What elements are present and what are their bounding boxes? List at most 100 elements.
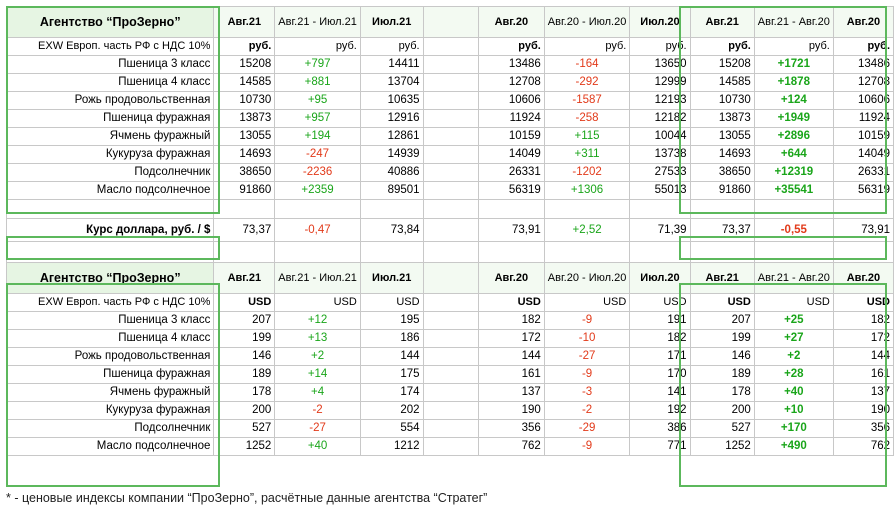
commodity-label: Масло подсолнечное [5,181,215,200]
rate-value: 71,39 [629,218,691,242]
price-value: 91860 [213,181,276,200]
price-value: 26331 [477,163,545,182]
column-header: Авг.20 [477,6,545,38]
data-row: Кукуруза фуражная 200 -2 202 190 -2 192 200 +10 1… [5,401,894,420]
column-header: Авг.20 - Июл.20 [543,262,631,294]
price-value: 38650 [689,163,755,182]
price-value: 13738 [629,145,691,164]
change-value: -2 [274,401,361,420]
change-value: -247 [274,145,361,164]
column-header: Июл.20 [629,6,691,38]
empty-cell [753,241,834,263]
change-value: +12319 [753,163,834,182]
price-value: 14585 [213,73,276,92]
price-value: 178 [213,383,276,402]
spacer-cell [422,437,479,456]
price-value: 13873 [689,109,755,128]
commodity-label: Рожь продовольственная [5,91,215,110]
change-value: -2236 [274,163,361,182]
commodity-label: Пшеница 3 класс [5,55,215,74]
section-title: Агентство “ПроЗерно” [5,6,215,38]
change-value: +124 [753,91,834,110]
price-value: 137 [477,383,545,402]
rate-value: 73,37 [213,218,276,242]
change-value: +311 [543,145,631,164]
column-header: Авг.21 - Авг.20 [753,6,834,38]
price-value: 146 [213,347,276,366]
price-value: 182 [629,329,691,348]
column-header: Июл.20 [629,262,691,294]
column-header: Авг.21 - Авг.20 [753,262,834,294]
data-row: Подсолнечник 527 -27 554 356 -29 386 527 +170 356 [5,419,894,438]
spacer-cell [422,365,479,384]
price-value: 13873 [213,109,276,128]
price-value: 10606 [832,91,894,110]
price-value: 13055 [213,127,276,146]
empty-cell [543,199,631,219]
exchange-rate-label: Курс доллара, руб. / $ [5,218,215,242]
data-row: Рожь продовольственная 146 +2 144 144 -27 171 1… [5,347,894,366]
spacer-cell [422,127,479,146]
change-value: -27 [274,419,361,438]
price-value: 12861 [359,127,424,146]
price-value: 1252 [213,437,276,456]
data-row: Пшеница 4 класс 14585 +881 13704 12708 -292 12… [5,73,894,92]
change-value: -2 [543,401,631,420]
commodity-label: Пшеница фуражная [5,109,215,128]
change-value: +644 [753,145,834,164]
empty-cell [213,199,276,219]
empty-cell [359,241,424,263]
units-label: EXW Европ. часть РФ с НДС 10% [5,37,215,56]
unit-cell: руб. [689,37,755,56]
price-value: 189 [213,365,276,384]
spacer-cell [422,262,479,294]
change-value: +797 [274,55,361,74]
price-value: 189 [689,365,755,384]
price-value: 144 [477,347,545,366]
empty-cell [213,241,276,263]
spacer-cell [422,401,479,420]
commodity-label: Подсолнечник [5,419,215,438]
price-value: 13055 [689,127,755,146]
unit-cell: USD [274,293,361,312]
change-value: -164 [543,55,631,74]
change-value: +957 [274,109,361,128]
data-row: Пшеница 4 класс 199 +13 186 172 -10 182 199 +27 1… [5,329,894,348]
data-row: Пшеница 3 класс 15208 +797 14411 13486 -164 13… [5,55,894,74]
commodity-label: Пшеница 4 класс [5,329,215,348]
change-value: -27 [543,347,631,366]
empty-cell [422,199,479,219]
unit-cell: руб. [543,37,631,56]
price-value: 174 [359,383,424,402]
change-value: +4 [274,383,361,402]
price-value: 56319 [477,181,545,200]
empty-cell [422,241,479,263]
price-value: 56319 [832,181,894,200]
column-header: Авг.21 - Июл.21 [274,6,361,38]
price-value: 10730 [689,91,755,110]
empty-cell [689,199,755,219]
commodity-label: Ячмень фуражный [5,127,215,146]
price-value: 14049 [477,145,545,164]
price-value: 207 [213,311,276,330]
price-value: 14049 [832,145,894,164]
unit-cell: USD [213,293,276,312]
price-value: 13650 [629,55,691,74]
units-row: EXW Европ. часть РФ с НДС 10% руб. руб. руб… [5,37,894,56]
column-header: Авг.21 - Июл.21 [274,262,361,294]
price-value: 13486 [832,55,894,74]
price-value: 200 [213,401,276,420]
change-value: +25 [753,311,834,330]
price-value: 10606 [477,91,545,110]
change-value: +10 [753,401,834,420]
price-value: 27533 [629,163,691,182]
price-table: Агентство “ПроЗерно” Авг.21 Авг.21 - Июл.2… [5,6,894,456]
commodity-label: Пшеница 3 класс [5,311,215,330]
rate-change: -0,55 [753,218,834,242]
price-value: 200 [689,401,755,420]
rate-value: 73,37 [689,218,755,242]
footnote: * - ценовые индексы компании “ПроЗерно”,… [6,491,488,505]
spacer-cell [422,347,479,366]
empty-cell [5,199,215,219]
units-label: EXW Европ. часть РФ с НДС 10% [5,293,215,312]
